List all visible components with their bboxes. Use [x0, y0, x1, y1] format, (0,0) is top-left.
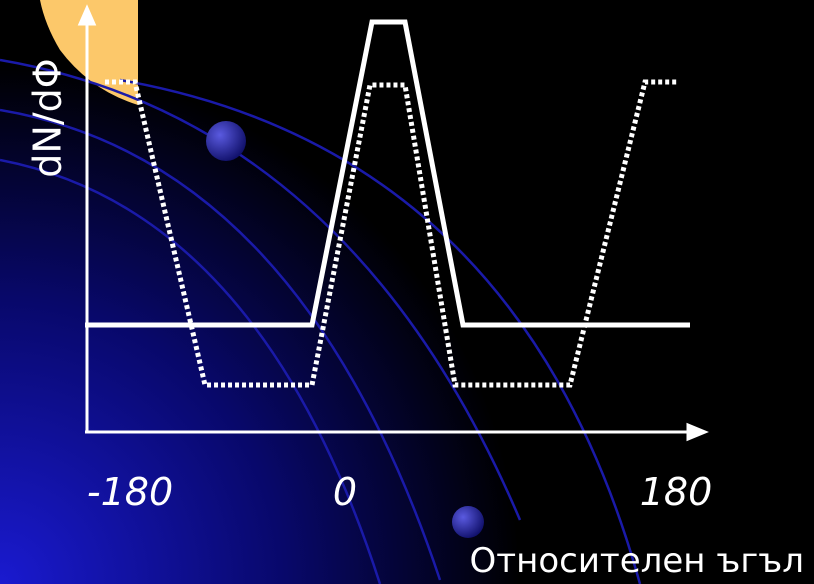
- x-tick-label: 180: [640, 470, 713, 514]
- decor-ball: [206, 121, 246, 161]
- decor-shape: [40, 0, 138, 105]
- decor-arcs: [0, 58, 642, 584]
- y-label: dN/dΦ: [26, 58, 70, 177]
- y-arrow: [77, 4, 97, 26]
- x-arrow: [686, 422, 709, 442]
- dotted-curve: [105, 79, 678, 388]
- x-label: Относителен ъгъл: [470, 541, 804, 581]
- solid-curve: [85, 19, 690, 328]
- axes: [77, 4, 709, 442]
- x-tick-label: -180: [87, 470, 173, 514]
- x-tick-label: 0: [333, 470, 357, 514]
- decor-ball: [452, 506, 484, 538]
